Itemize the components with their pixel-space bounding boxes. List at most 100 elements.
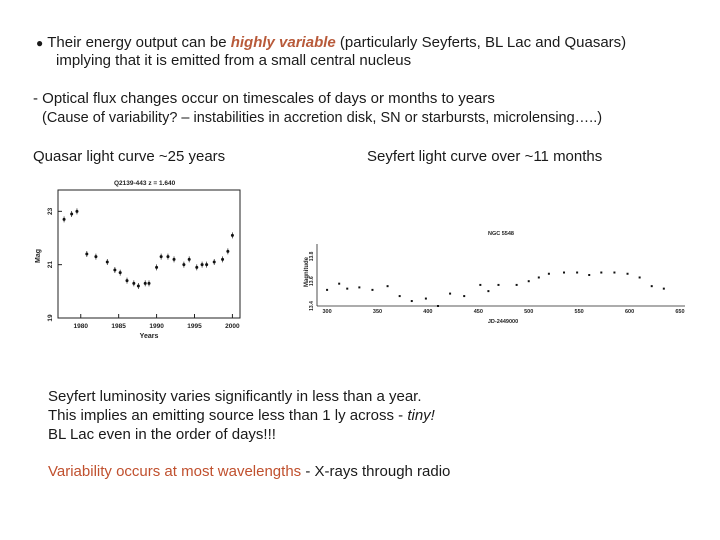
seyfert-data-point — [358, 286, 361, 289]
conclusion-line2-prefix: This implies an emitting source less tha… — [48, 407, 408, 424]
quasar-data-point — [166, 255, 170, 259]
quasar-data-point — [226, 249, 230, 253]
seyfert-caption: Seyfert light curve over ~11 months — [367, 148, 603, 165]
seyfert-x-tick-label: 350 — [373, 309, 382, 315]
quasar-chart-title: Q2139-443 z = 1.640 — [114, 180, 176, 187]
bullet1-prefix: Their energy output can be — [47, 34, 231, 51]
quasar-x-tick-label: 1995 — [187, 323, 202, 330]
seyfert-data-point — [398, 295, 401, 298]
quasar-data-point — [70, 212, 74, 216]
seyfert-chart-title: NGC 5548 — [488, 231, 514, 237]
quasar-y-tick-label: 19 — [47, 314, 54, 322]
quasar-data-point — [159, 255, 163, 259]
seyfert-y-label: Magnitude — [304, 256, 310, 287]
quasar-x-tick-label: 1985 — [111, 323, 126, 330]
conclusion-line2-italic: tiny! — [407, 407, 435, 424]
seyfert-data-point — [424, 297, 427, 300]
quasar-data-point — [132, 281, 136, 285]
seyfert-light-curve-chart: NGC 5548 JD-2449000 Magnitude 300 350 400 4… — [304, 231, 685, 325]
seyfert-data-point — [326, 288, 329, 291]
quasar-data-point — [205, 263, 209, 267]
quasar-data-point — [187, 257, 191, 261]
quasar-data-point — [118, 271, 122, 275]
seyfert-data-point — [463, 295, 466, 298]
seyfert-data-point — [497, 283, 500, 286]
seyfert-data-point — [436, 305, 439, 307]
quasar-data-point — [105, 260, 109, 264]
quasar-light-curve-chart: Q2139-443 z = 1.640 Years Mag 1980 1985 19… — [35, 180, 241, 340]
seyfert-y-tick-label: 13.6 — [309, 276, 315, 286]
quasar-data-point — [200, 263, 204, 267]
quasar-data-point — [147, 281, 151, 285]
quasar-data-point — [136, 284, 140, 288]
bullet1-suffix: (particularly Seyferts, BL Lac and Quasa… — [335, 34, 627, 51]
seyfert-data-point — [479, 283, 482, 286]
quasar-data-point — [212, 260, 216, 264]
quasar-x-tick-label: 2000 — [225, 323, 240, 330]
seyfert-data-point — [537, 276, 540, 279]
seyfert-data-point — [515, 283, 518, 286]
seyfert-x-tick-label: 450 — [474, 309, 483, 315]
seyfert-data-point — [410, 300, 413, 303]
bullet1-highlight: highly variable — [230, 34, 336, 51]
seyfert-x-tick-label: 500 — [524, 309, 533, 315]
bullet1-line2: implying that it is emitted from a small… — [56, 52, 412, 69]
seyfert-data-point — [638, 276, 641, 279]
quasar-data-point — [155, 265, 159, 269]
bullet-energy-output: ● Their energy output can be highly varia… — [36, 33, 626, 53]
seyfert-data-point — [588, 274, 591, 276]
seyfert-data-point — [487, 290, 490, 293]
quasar-data-point — [143, 281, 147, 285]
seyfert-data-point — [338, 282, 341, 285]
seyfert-x-tick-label: 300 — [322, 309, 331, 315]
wavelength-note: Variability occurs at most wavelengths -… — [48, 462, 450, 481]
quasar-x-tick-label: 1980 — [74, 323, 89, 330]
seyfert-x-tick-label: 550 — [575, 309, 584, 315]
wavelength-note-rest: - X-rays through radio — [301, 463, 451, 480]
seyfert-data-point — [563, 271, 566, 274]
seyfert-data-point — [613, 271, 616, 274]
quasar-x-tick-label: 1990 — [149, 323, 164, 330]
quasar-data-point — [75, 209, 79, 213]
conclusion-line1: Seyfert luminosity varies significantly … — [48, 388, 422, 405]
quasar-data-point — [172, 257, 176, 261]
quasar-data-point — [221, 257, 225, 261]
conclusion-line3: BL Lac even in the order of days!!! — [48, 426, 276, 443]
quasar-x-label: Years — [140, 333, 159, 340]
quasar-data-point — [125, 279, 129, 283]
seyfert-data-point — [386, 285, 389, 288]
quasar-data-point — [62, 217, 66, 221]
conclusion-line2: This implies an emitting source less tha… — [48, 406, 435, 425]
seyfert-x-tick-label: 400 — [423, 309, 432, 315]
quasar-data-point — [85, 252, 89, 256]
seyfert-y-tick-label: 13.8 — [309, 251, 315, 261]
seyfert-data-point — [626, 272, 629, 275]
seyfert-data-point — [346, 287, 349, 290]
quasar-data-point — [195, 265, 199, 269]
quasar-data-point — [94, 255, 98, 259]
quasar-data-point — [230, 233, 234, 237]
quasar-y-tick-label: 23 — [47, 207, 54, 215]
seyfert-data-point — [600, 271, 603, 274]
seyfert-data-point — [449, 292, 452, 295]
quasar-data-point — [182, 263, 186, 267]
seyfert-data-point — [547, 272, 550, 275]
seyfert-data-point — [576, 271, 579, 274]
seyfert-x-tick-label: 600 — [625, 309, 634, 315]
seyfert-x-tick-label: 650 — [675, 309, 684, 315]
seyfert-data-point — [650, 285, 653, 288]
quasar-data-point — [113, 268, 117, 272]
seyfert-x-label: JD-2449000 — [488, 319, 518, 325]
quasar-caption: Quasar light curve ~25 years — [33, 148, 226, 165]
seyfert-data-point — [371, 288, 374, 291]
bullet2-line1: - Optical flux changes occur on timescal… — [33, 90, 495, 107]
seyfert-data-point — [527, 280, 530, 283]
quasar-y-tick-label: 21 — [47, 261, 54, 269]
wavelength-note-highlight: Variability occurs at most wavelengths — [48, 463, 302, 480]
seyfert-y-tick-label: 13.4 — [309, 301, 315, 311]
quasar-plot-frame — [57, 189, 241, 319]
bullet2-line2: (Cause of variability? – instabilities i… — [42, 110, 603, 126]
seyfert-data-point — [662, 287, 665, 290]
quasar-y-label: Mag — [35, 249, 42, 263]
bullet-dot-icon: ● — [36, 36, 44, 50]
